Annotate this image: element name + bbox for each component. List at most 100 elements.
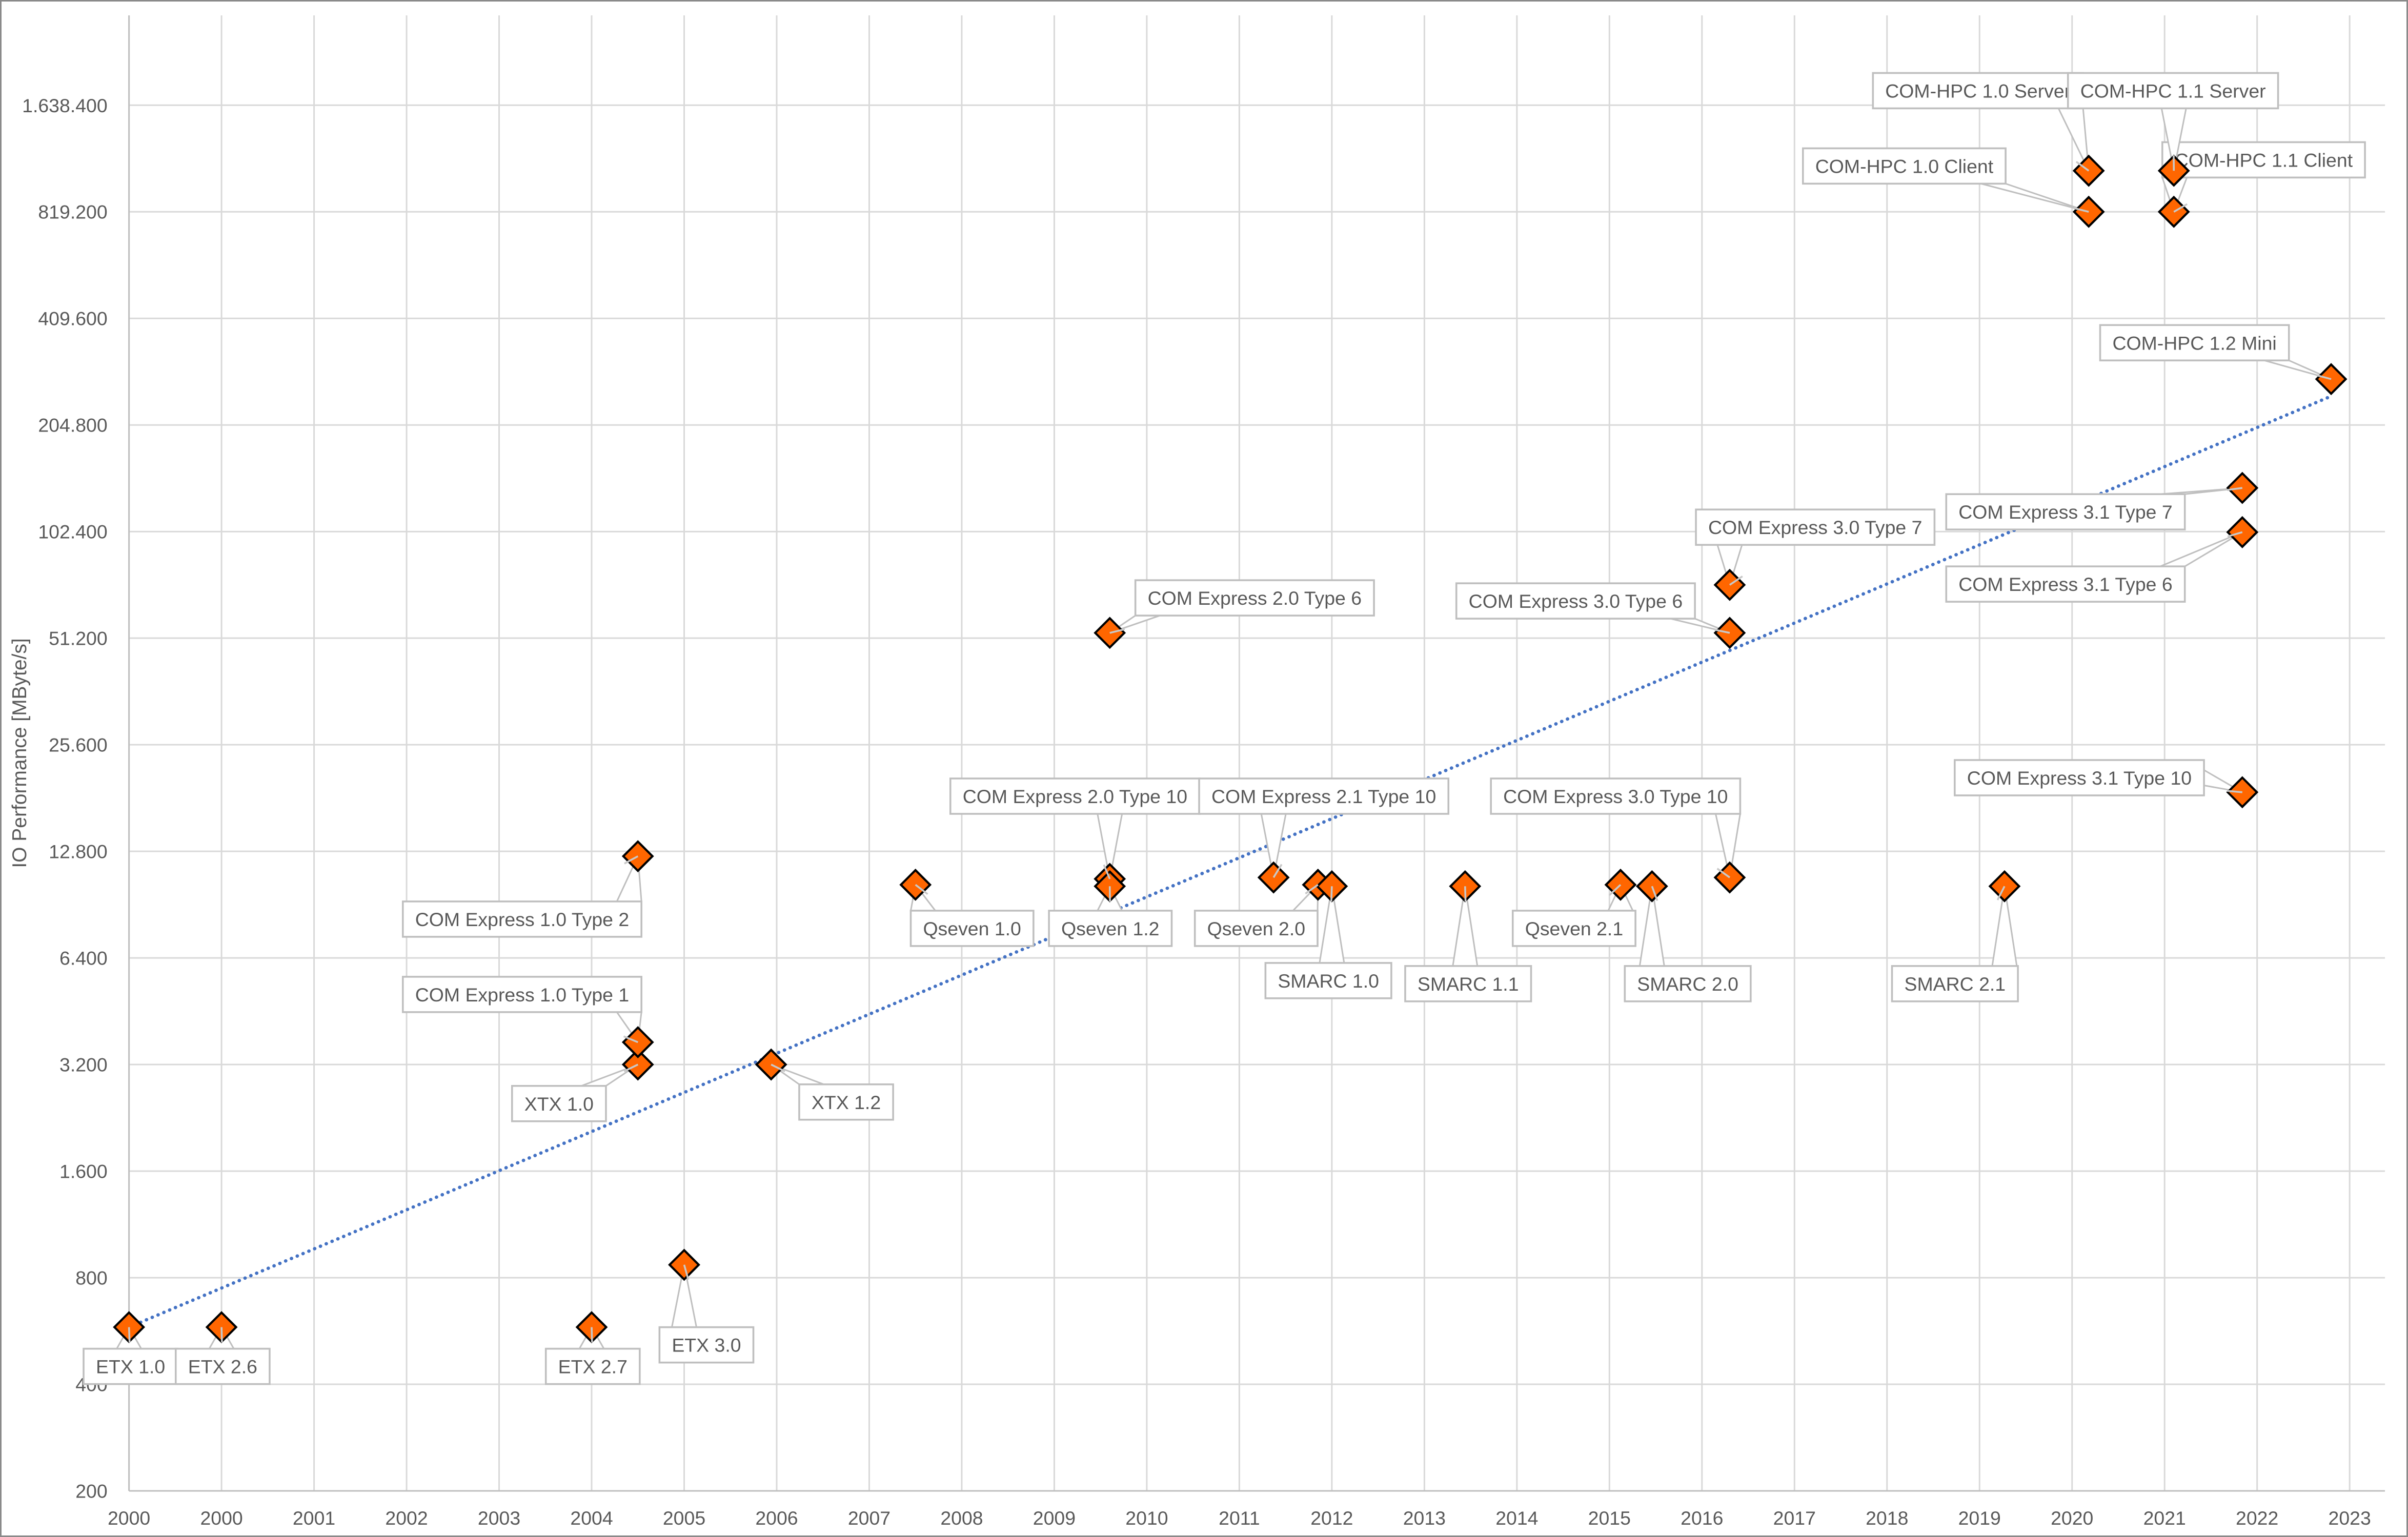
data-label: COM-HPC 1.0 Client xyxy=(1815,155,1994,177)
y-tick-label: 1.638.400 xyxy=(22,95,108,116)
x-tick-label: 2016 xyxy=(1681,1507,1723,1529)
data-label-callout: COM Express 3.1 Type 7 xyxy=(1945,487,2242,530)
callout-tip xyxy=(2227,487,2243,491)
data-label: COM Express 1.0 Type 1 xyxy=(415,984,629,1006)
y-axis-title: IO Performance [MByte/s] xyxy=(9,638,31,868)
y-tick-label: 800 xyxy=(75,1267,107,1289)
data-label: Qseven 2.1 xyxy=(1525,918,1623,939)
data-label-callout: SMARC 1.1 xyxy=(1404,886,1532,1002)
data-label-callout: COM Express 3.0 Type 7 xyxy=(1695,508,1936,588)
y-tick-label: 51.200 xyxy=(49,628,107,649)
callout-box xyxy=(1404,965,1532,1002)
callout-box xyxy=(1048,910,1173,947)
x-tick-label: 2014 xyxy=(1495,1507,1538,1529)
data-label: ETX 2.6 xyxy=(188,1356,257,1378)
callout-box xyxy=(949,777,1201,815)
callout-tip xyxy=(1272,864,1283,878)
callout-tip xyxy=(683,1264,690,1280)
x-tick-label: 2023 xyxy=(2329,1507,2371,1529)
callout-tip xyxy=(220,1327,223,1343)
callout-box xyxy=(1802,147,2007,185)
x-tick-label: 2009 xyxy=(1033,1507,1076,1529)
data-label: SMARC 1.1 xyxy=(1418,973,1519,995)
callout-tip xyxy=(1716,868,1730,878)
x-tick-label: 2015 xyxy=(1588,1507,1631,1529)
y-tick-label: 200 xyxy=(75,1481,107,1502)
callout-box xyxy=(1945,493,2186,530)
x-tick-label: 2021 xyxy=(2143,1507,2186,1529)
x-tick-label: 2000 xyxy=(200,1507,242,1529)
data-label-callout: ETX 1.0 xyxy=(83,1325,178,1385)
callout-box xyxy=(511,1084,607,1122)
data-label-callout: ETX 2.6 xyxy=(174,1325,271,1385)
y-tick-label: 409.600 xyxy=(38,308,107,330)
data-label: XTX 1.0 xyxy=(524,1093,594,1115)
callout-tip xyxy=(623,1063,639,1073)
callout-box xyxy=(174,1347,271,1385)
callout-tip xyxy=(1729,575,1743,586)
callout-tip xyxy=(915,884,928,895)
x-tick-label: 2017 xyxy=(1773,1507,1816,1529)
callout-tip xyxy=(1464,886,1467,902)
callout-box xyxy=(1695,508,1936,546)
y-tick-label: 6.400 xyxy=(59,948,108,969)
data-label: Qseven 2.0 xyxy=(1207,918,1305,939)
trendline xyxy=(127,394,2333,1329)
callout-tip xyxy=(1608,884,1622,896)
data-label-callout: COM Express 3.1 Type 6 xyxy=(1945,531,2243,603)
data-labels: ETX 1.0 ETX 2.6 ETX 2.7 ETX 3.0 XTX 1.0 COM E… xyxy=(83,72,2366,1385)
x-tick-label: 2001 xyxy=(293,1507,335,1529)
y-tick-label: 25.600 xyxy=(49,734,107,756)
callout-box xyxy=(1193,910,1319,947)
data-label-callout: XTX 1.2 xyxy=(771,1063,894,1121)
callout-tip xyxy=(2316,374,2332,380)
x-tick-label: 2011 xyxy=(1219,1507,1260,1529)
x-tick-label: 2008 xyxy=(940,1507,983,1529)
callout-box xyxy=(1891,965,2019,1002)
data-label: COM-HPC 1.2 Mini xyxy=(2112,332,2276,354)
callout-box xyxy=(1455,582,1696,620)
data-label-callout: COM-HPC 1.0 Client xyxy=(1802,147,2089,213)
data-label: COM Express 3.0 Type 6 xyxy=(1469,590,1683,612)
callout-box xyxy=(1954,759,2205,796)
callout-box xyxy=(1490,777,1742,815)
data-label: XTX 1.2 xyxy=(812,1092,881,1113)
data-label: Qseven 1.0 xyxy=(923,918,1021,939)
callout-box xyxy=(798,1083,894,1121)
callout-box xyxy=(1264,962,1392,999)
x-tick-label: 2000 xyxy=(108,1507,150,1529)
y-tick-label: 3.200 xyxy=(59,1054,108,1076)
x-tick-label: 2002 xyxy=(385,1507,428,1529)
data-label: SMARC 1.0 xyxy=(1278,970,1379,992)
callout-box xyxy=(544,1347,641,1385)
x-tick-label: 2019 xyxy=(1958,1507,2001,1529)
data-label: COM Express 3.0 Type 10 xyxy=(1503,786,1728,807)
callout-box xyxy=(1945,565,2186,603)
data-label-callout: COM Express 2.0 Type 10 xyxy=(949,777,1201,879)
y-tick-label: 12.800 xyxy=(49,841,107,863)
y-tick-label: 1.600 xyxy=(59,1161,108,1182)
callout-tip xyxy=(2075,161,2090,172)
callout-box xyxy=(2161,141,2366,179)
data-label: ETX 1.0 xyxy=(96,1356,165,1378)
callout-tip xyxy=(1651,886,1658,901)
callout-tip xyxy=(1714,628,1730,634)
callout-tip xyxy=(1996,886,2006,900)
callout-box xyxy=(658,1326,755,1364)
x-tick-label: 2018 xyxy=(1866,1507,1908,1529)
data-label: COM Express 1.0 Type 2 xyxy=(415,909,629,930)
x-axis-tick-labels: 2000 2000 2001 2002 2003 2004 2005 2006 2007 2008… xyxy=(108,1507,2371,1529)
callout-box xyxy=(1134,579,1375,617)
data-label-callout: ETX 2.7 xyxy=(544,1325,641,1385)
y-tick-label: 819.200 xyxy=(38,201,107,223)
callout-box xyxy=(1624,965,1752,1002)
data-label-callout: COM Express 2.1 Type 10 xyxy=(1198,777,1450,878)
data-label: Qseven 1.2 xyxy=(1061,918,1159,939)
data-label-callout: COM Express 1.0 Type 1 xyxy=(401,976,642,1044)
x-tick-label: 2003 xyxy=(478,1507,520,1529)
y-tick-label: 102.400 xyxy=(38,521,107,543)
callout-box xyxy=(1872,72,2084,110)
callout-tip xyxy=(1330,886,1333,902)
data-label-callout: SMARC 2.1 xyxy=(1891,886,2019,1002)
